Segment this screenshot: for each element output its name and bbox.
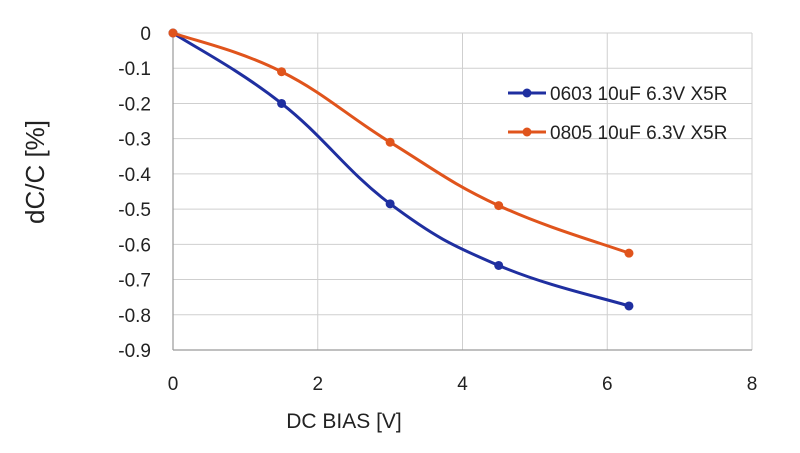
y-tick-label: -0.4	[118, 165, 151, 186]
y-tick-label: -0.3	[118, 130, 151, 151]
x-tick-label: 4	[457, 374, 468, 395]
legend-swatch-marker	[522, 127, 532, 137]
tick-labels: 0 -0.1 -0.2 -0.3 -0.4 -0.5 -0.6 -0.7 -0.8 -0.9 0 2 4…	[118, 24, 757, 395]
y-tick-label: -0.6	[118, 235, 151, 256]
x-tick-label: 8	[747, 374, 758, 395]
series-lines	[171, 31, 631, 308]
series-line-1	[171, 31, 631, 308]
axes	[172, 33, 752, 351]
legend-label: 0805 10uF 6.3V X5R	[550, 123, 727, 144]
data-point	[385, 199, 395, 209]
y-tick-label: -0.8	[118, 306, 151, 327]
y-tick-label: -0.5	[118, 200, 151, 221]
y-tick-label: -0.2	[118, 94, 151, 115]
y-tick-label: 0	[140, 24, 151, 45]
y-tick-label: -0.7	[118, 271, 151, 292]
x-axis-title: DC BIAS [V]	[286, 410, 402, 433]
data-point	[494, 201, 504, 211]
legend-label: 0603 10uF 6.3V X5R	[550, 84, 727, 105]
legend-swatch-marker	[522, 88, 532, 98]
legend: 0603 10uF 6.3V X5R 0805 10uF 6.3V X5R	[508, 84, 727, 144]
x-tick-label: 0	[168, 374, 179, 395]
x-tick-label: 6	[602, 374, 613, 395]
y-axis-title: dC/C [%]	[20, 120, 50, 224]
data-points	[168, 28, 634, 311]
data-point	[277, 67, 287, 77]
data-point	[494, 260, 504, 270]
data-point	[624, 248, 634, 258]
data-point	[624, 301, 634, 311]
data-point	[168, 28, 178, 38]
y-tick-label: -0.1	[118, 59, 151, 80]
x-tick-label: 2	[312, 374, 323, 395]
gridlines	[172, 32, 753, 351]
data-point	[277, 98, 287, 108]
y-tick-label: -0.9	[118, 341, 151, 362]
data-point	[385, 137, 395, 147]
